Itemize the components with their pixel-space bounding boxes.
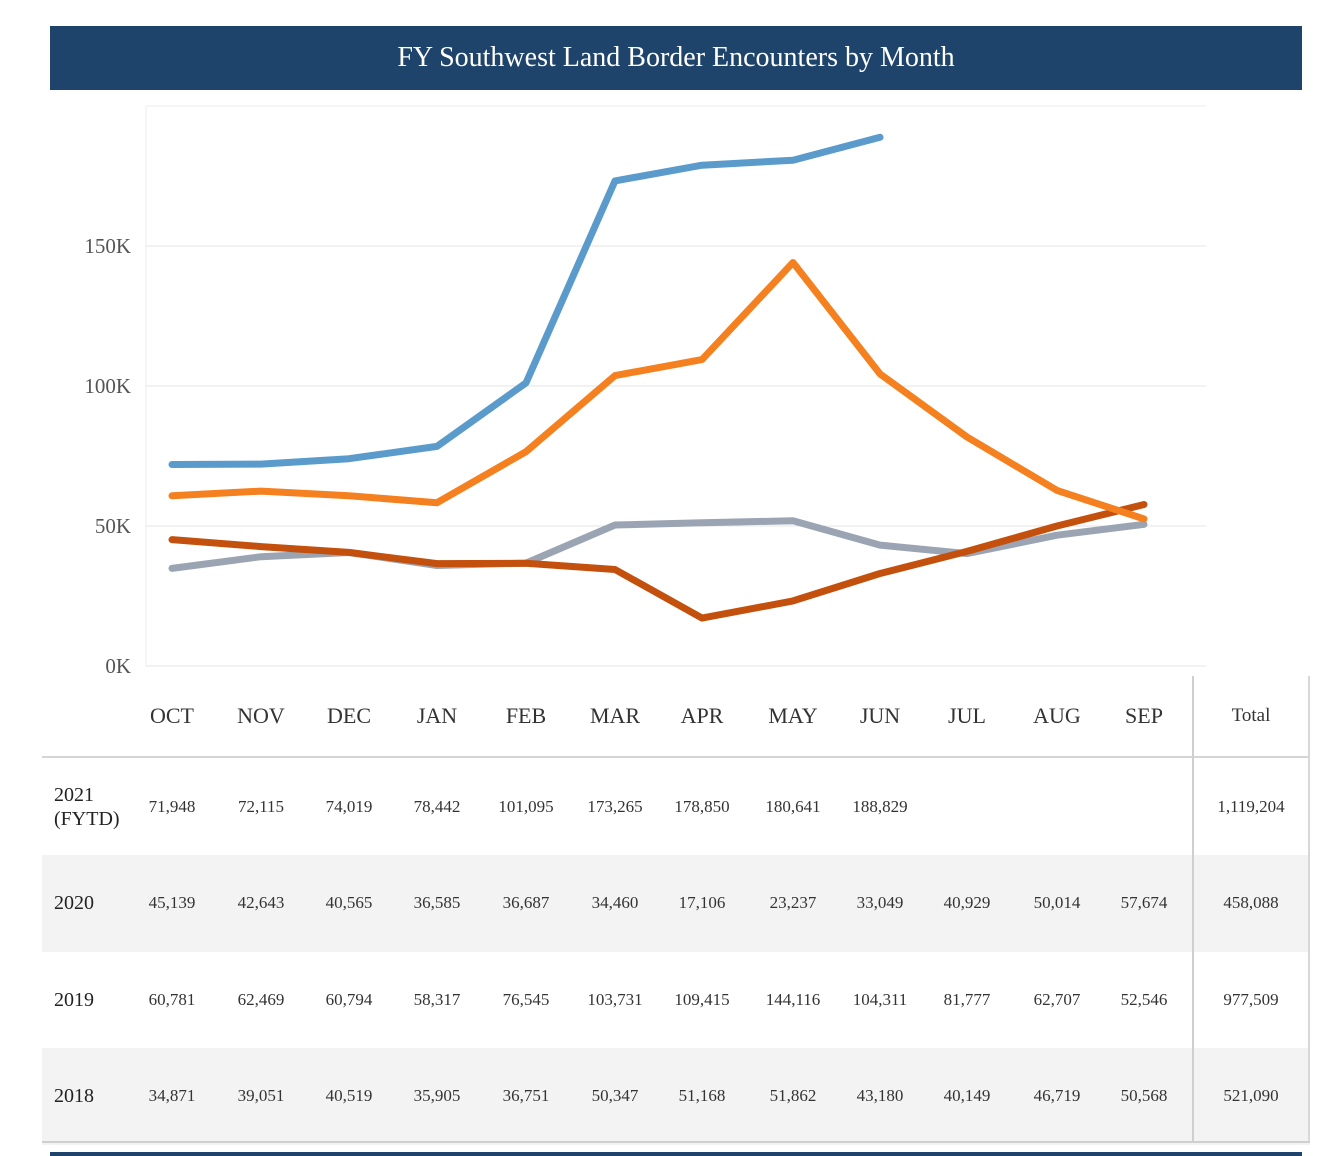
- month-header-feb: FEB: [505, 703, 547, 728]
- table-cell: 17,106: [678, 893, 726, 912]
- month-header-mar: MAR: [589, 703, 641, 728]
- table-bottom-border: [42, 1141, 1310, 1143]
- table-cell: 40,519: [325, 1086, 373, 1105]
- month-header-apr: APR: [680, 703, 724, 728]
- table-cell: 62,469: [237, 989, 285, 1009]
- series-line-2021: [168, 133, 884, 468]
- table-cell: 34,460: [591, 893, 639, 912]
- table-cell: 51,862: [769, 1086, 817, 1105]
- month-header-oct: OCT: [150, 703, 194, 728]
- table-cell: 50,014: [1033, 893, 1081, 912]
- table-cell: 43,180: [856, 1086, 904, 1105]
- total-column-divider: [1192, 676, 1194, 1142]
- row-year-label: 2018: [54, 1085, 94, 1107]
- y-tick-label: 0K: [105, 654, 131, 678]
- month-header-dec: DEC: [327, 703, 371, 728]
- table-cell: 180,641: [765, 796, 821, 816]
- table-header-row: OCT NOV DEC JAN FEB MAR APR MAY JUN JUL AUG SEP Tota…: [42, 676, 1310, 756]
- month-header-may: MAY: [768, 703, 818, 728]
- table-cell: 39,051: [237, 1086, 285, 1105]
- table-cell: 103,731: [587, 989, 643, 1009]
- table-right-border: [1308, 676, 1310, 1142]
- table-cell: 74,019: [325, 796, 373, 816]
- line-chart: 0K 50K 100K 150K: [84, 105, 1206, 678]
- table-cell: 188,829: [852, 796, 908, 816]
- table-header-divider: [42, 756, 1310, 758]
- table-row: 2021 (FYTD) 71,948 72,115 74,019 78,442 101,0…: [42, 758, 1310, 855]
- chart-title: FY Southwest Land Border Encounters by M…: [50, 26, 1302, 90]
- series-line-2020: [168, 501, 1148, 622]
- month-header-nov: NOV: [237, 703, 285, 728]
- table-cell: [923, 758, 1011, 855]
- total-header: Total: [1231, 705, 1271, 726]
- series-line-2019: [168, 259, 1148, 523]
- month-header-jan: JAN: [416, 703, 458, 728]
- table-cell: 45,139: [148, 893, 196, 912]
- row-total: 1,119,204: [1217, 796, 1285, 816]
- table-row: 2018 34,871 39,051 40,519 35,905 36,751 50,347…: [42, 1047, 1310, 1145]
- table-cell: 34,871: [148, 1086, 196, 1105]
- table-cell: 36,585: [413, 893, 461, 912]
- table-cell: 42,643: [237, 893, 285, 912]
- table-cell: 50,568: [1120, 1086, 1168, 1105]
- table-cell: 33,049: [856, 893, 904, 912]
- month-header-jul: JUL: [948, 703, 986, 728]
- table-cell: 60,781: [148, 989, 196, 1009]
- y-tick-label: 150K: [84, 234, 131, 258]
- row-total: 458,088: [1223, 893, 1279, 912]
- table-cell: 76,545: [502, 989, 550, 1009]
- table-cell: 52,546: [1120, 989, 1168, 1009]
- month-header-sep: SEP: [1125, 703, 1163, 728]
- table-cell: 78,442: [413, 796, 461, 816]
- table-cell: 60,794: [325, 989, 373, 1009]
- row-year-label: 2021 (FYTD): [54, 783, 120, 830]
- month-header-jun: JUN: [859, 703, 901, 728]
- table-cell: 109,415: [674, 989, 730, 1009]
- table-cell: 178,850: [674, 796, 730, 816]
- table-cell: 35,905: [413, 1086, 461, 1105]
- table-cell: [1100, 758, 1188, 855]
- footer-bar: [50, 1152, 1302, 1156]
- row-year-label: 2019: [54, 988, 94, 1011]
- y-tick-label: 100K: [84, 374, 131, 398]
- table-row: 2020 45,139 42,643 40,565 36,585 36,687 34,460…: [42, 854, 1310, 952]
- table-cell: 58,317: [413, 989, 461, 1009]
- table-cell: 71,948: [148, 796, 196, 816]
- table-cell: 81,777: [943, 989, 991, 1009]
- table-row: 2019 60,781 62,469 60,794 58,317 76,545 103,73…: [42, 951, 1310, 1048]
- table-cell: 104,311: [852, 989, 908, 1009]
- table-cell: 173,265: [587, 796, 643, 816]
- row-total: 521,090: [1223, 1086, 1279, 1105]
- table-cell: 51,168: [678, 1086, 726, 1105]
- table-cell: 40,929: [943, 893, 991, 912]
- table-cell: 62,707: [1033, 989, 1081, 1009]
- table-cell: 72,115: [237, 796, 285, 816]
- table-cell: 57,674: [1120, 893, 1168, 912]
- month-header-aug: AUG: [1033, 703, 1081, 728]
- table-cell: 101,095: [498, 796, 554, 816]
- table-cell: [1013, 758, 1101, 855]
- y-tick-label: 50K: [95, 514, 131, 538]
- table-cell: 50,347: [591, 1086, 639, 1105]
- table-cell: 36,687: [502, 893, 550, 912]
- table-cell: 23,237: [769, 893, 817, 912]
- table-cell: 144,116: [765, 989, 821, 1009]
- table-cell: 40,149: [943, 1086, 991, 1105]
- table-cell: 40,565: [325, 893, 373, 912]
- row-total: 977,509: [1223, 989, 1279, 1009]
- row-year-label: 2020: [54, 892, 94, 914]
- table-cell: 46,719: [1033, 1086, 1081, 1105]
- table-cell: 36,751: [502, 1086, 550, 1105]
